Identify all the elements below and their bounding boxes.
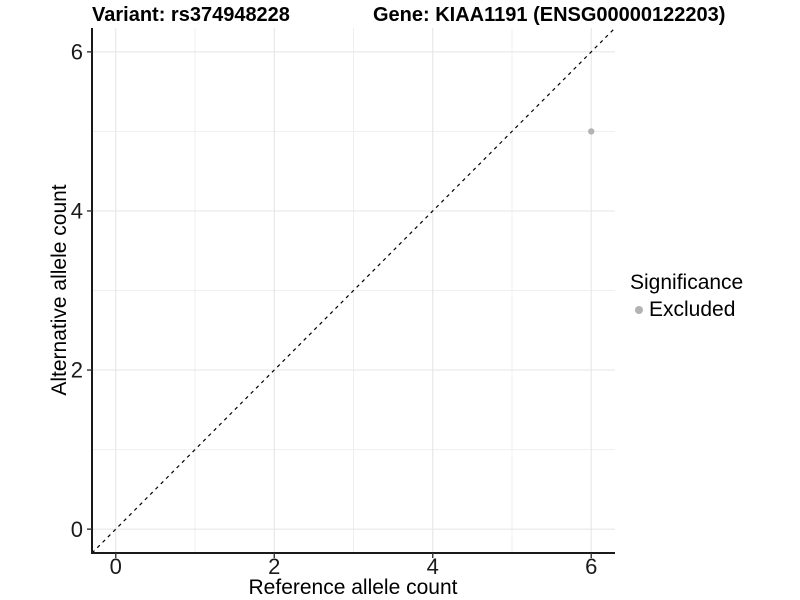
legend-entry: Excluded — [630, 298, 743, 322]
legend-title: Significance — [630, 271, 744, 294]
legend-entry-label: Excluded — [649, 298, 736, 321]
y-tick-label: 0 — [71, 517, 83, 542]
gene-title: Gene: KIAA1191 (ENSG00000122203) — [373, 4, 726, 26]
data-point — [588, 128, 595, 135]
x-axis-title: Reference allele count — [248, 576, 458, 599]
y-tick-label: 4 — [71, 199, 83, 224]
identity-line — [91, 27, 616, 554]
legend: Significance Excluded — [630, 271, 743, 322]
y-tick-label: 6 — [71, 40, 83, 65]
legend-point-swatch — [635, 306, 643, 314]
y-axis-title: Alternative allele count — [48, 184, 71, 396]
x-tick-label: 0 — [110, 554, 122, 579]
variant-title: Variant: rs374948228 — [92, 4, 290, 26]
x-tick-label: 4 — [427, 554, 439, 579]
x-tick-label: 6 — [585, 554, 597, 579]
y-tick-label: 2 — [71, 358, 83, 383]
x-tick-label: 2 — [268, 554, 280, 579]
